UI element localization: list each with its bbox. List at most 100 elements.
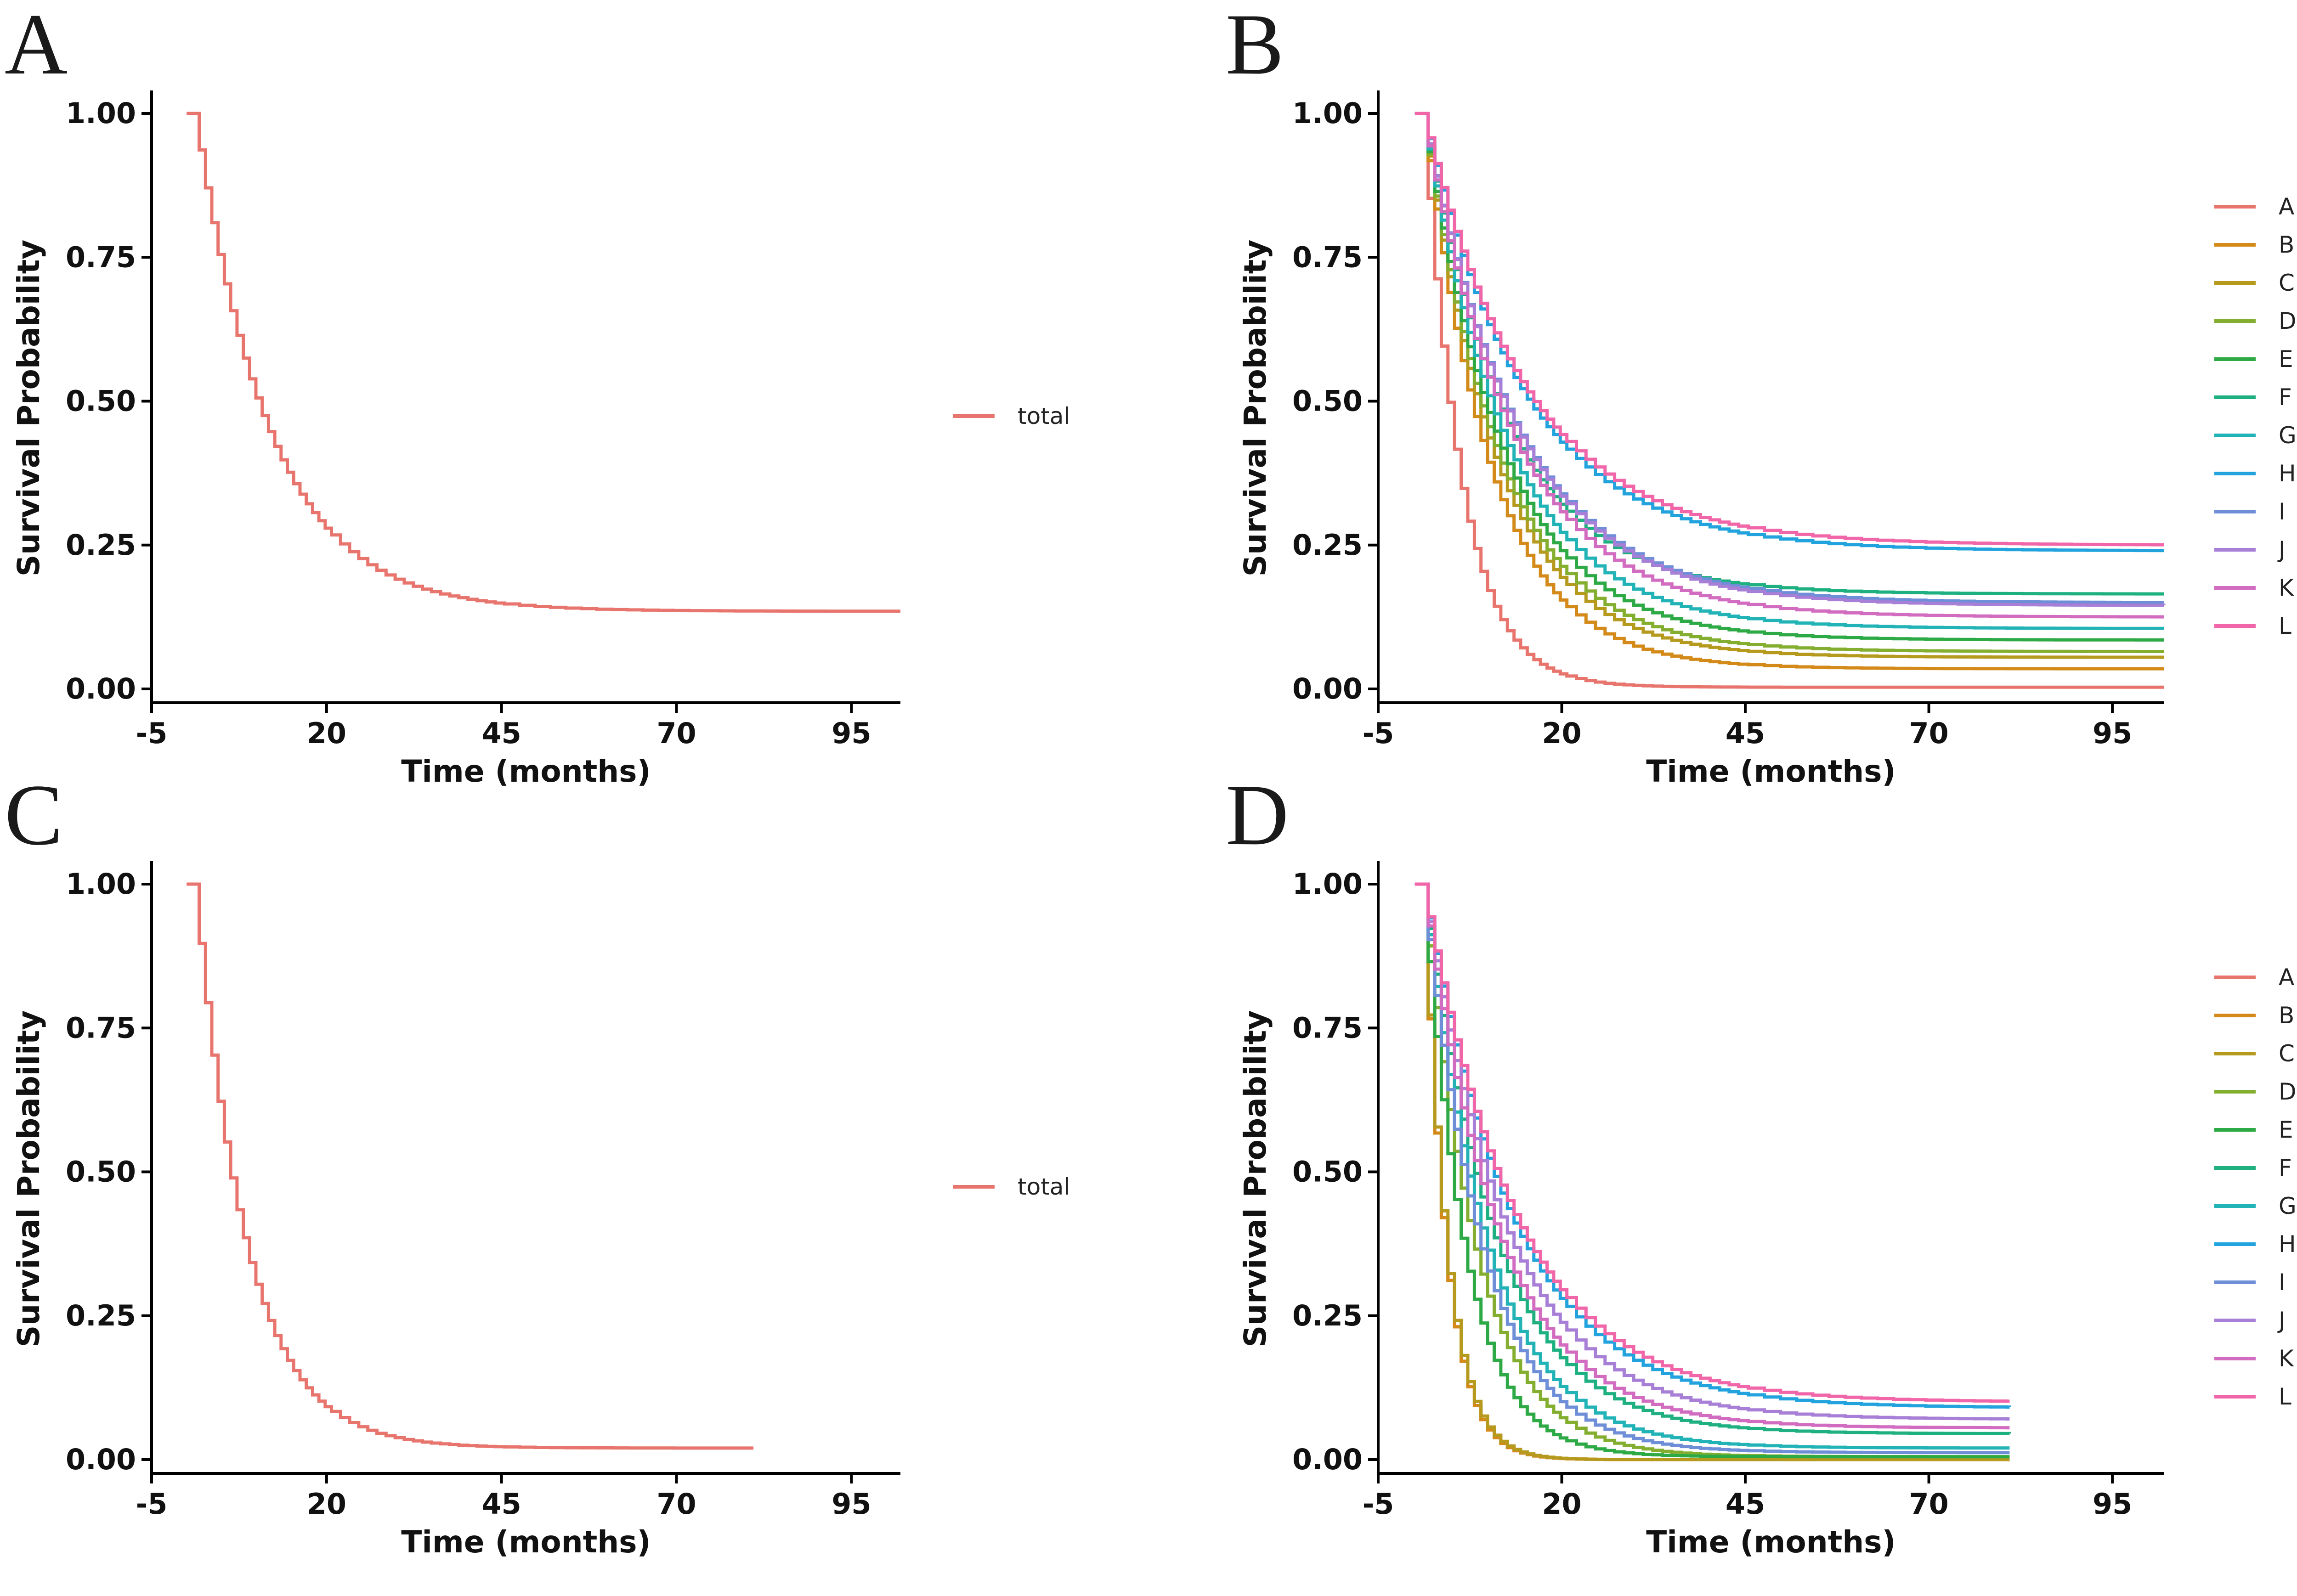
y-tick-label: 0.50 [1292, 1155, 1363, 1189]
series-line-e [1414, 112, 2164, 642]
y-tick-label: 1.00 [1292, 96, 1363, 130]
x-tick-label: 45 [1726, 716, 1765, 750]
x-tick-label: 45 [1726, 1487, 1765, 1521]
y-tick-label: 0.25 [66, 528, 136, 562]
series-line-k [1414, 882, 2010, 1430]
legend-label: F [2279, 1155, 2292, 1181]
legend-label: C [2279, 270, 2295, 296]
y-tick-label: 0.50 [66, 384, 136, 418]
legend-label: E [2279, 346, 2293, 372]
x-axis-title: Time (months) [401, 1524, 651, 1560]
legend-label: G [2279, 1193, 2297, 1219]
legend-label: C [2279, 1040, 2295, 1067]
y-tick-label: 0.00 [66, 1443, 136, 1476]
y-tick-label: 0.00 [66, 672, 136, 705]
y-tick-label: 0.75 [66, 240, 136, 274]
legend-label: H [2279, 1231, 2296, 1258]
y-tick-label: 0.50 [1292, 384, 1363, 418]
x-tick-label: 20 [307, 716, 346, 750]
series-line-l [1414, 882, 2010, 1403]
series-line-a [1414, 112, 2164, 689]
legend-label: J [2277, 536, 2286, 563]
x-tick-label: 95 [832, 1487, 871, 1521]
series-line-j [1414, 112, 2166, 607]
x-tick-label: 20 [1542, 716, 1581, 750]
series-line-l [1414, 112, 2164, 547]
x-tick-label: 70 [656, 1487, 696, 1521]
series-line-e [1414, 882, 2010, 1459]
y-tick-label: 1.00 [66, 867, 136, 901]
series-line-h [1414, 882, 2011, 1409]
legend-label: J [2277, 1307, 2286, 1334]
legend-label: L [2279, 613, 2291, 639]
series-line-k [1414, 112, 2164, 619]
x-tick-label: -5 [1363, 1487, 1394, 1521]
x-tick-label: 20 [307, 1487, 346, 1521]
legend-label: total [1018, 403, 1070, 429]
y-tick-label: 0.75 [1292, 1011, 1363, 1044]
x-tick-label: 45 [482, 1487, 521, 1521]
x-tick-label: 70 [1909, 716, 1948, 750]
series-line-g [1414, 882, 2010, 1450]
legend-label: K [2279, 575, 2294, 601]
y-tick-label: 0.25 [1292, 1299, 1363, 1332]
y-tick-label: 0.50 [66, 1155, 136, 1189]
legend-label: B [2279, 1002, 2294, 1029]
series-line-f [1414, 882, 2011, 1435]
y-tick-label: 0.75 [1292, 240, 1363, 274]
panel-letter: A [5, 0, 68, 93]
panel-d: D 0.00 0.25 0.50 0.75 1.00 -5 20 45 70 95 Time (mo… [1226, 767, 2297, 1560]
legend-label: B [2279, 231, 2294, 258]
x-tick-label: 95 [832, 716, 871, 750]
legend-label: D [2279, 1078, 2297, 1105]
x-axis-title: Time (months) [1646, 754, 1895, 789]
series-line-c [1414, 112, 2164, 659]
legend-label: A [2279, 193, 2294, 220]
series-line-d [1414, 112, 2164, 653]
panel-letter: B [1226, 0, 1284, 93]
series-line-total [187, 882, 754, 1450]
legend-label: H [2279, 460, 2296, 487]
series-line-d [1414, 882, 2010, 1459]
y-tick-label: 0.00 [1292, 1443, 1363, 1476]
x-tick-label: 95 [2093, 716, 2132, 750]
x-axis-title: Time (months) [1646, 1524, 1895, 1560]
legend-label: I [2279, 1269, 2286, 1296]
series-line-total [187, 112, 900, 613]
legend-label: total [1018, 1173, 1070, 1200]
panel-a: A 0.00 0.25 0.50 0.75 1.00 -5 20 45 70 95 Time (mo… [5, 0, 1070, 789]
y-axis-title: Survival Probability [1238, 1010, 1273, 1348]
series-line-j [1414, 882, 2010, 1421]
x-axis-title: Time (months) [401, 754, 651, 789]
series-line-b [1414, 112, 2164, 671]
panel-b: B 0.00 0.25 0.50 0.75 1.00 -5 20 45 70 95 Time (mo… [1226, 0, 2297, 789]
y-tick-label: 0.75 [66, 1011, 136, 1044]
y-tick-label: 1.00 [1292, 867, 1363, 901]
y-tick-label: 0.00 [1292, 672, 1363, 705]
legend-label: K [2279, 1345, 2294, 1372]
series-line-c [1414, 882, 2010, 1461]
y-tick-label: 0.25 [1292, 528, 1363, 562]
x-tick-label: -5 [136, 1487, 168, 1521]
legend-label: E [2279, 1117, 2293, 1143]
x-tick-label: 45 [482, 716, 521, 750]
legend-label: F [2279, 384, 2292, 411]
x-tick-label: 95 [2093, 1487, 2132, 1521]
panel-letter: D [1226, 767, 1289, 863]
x-tick-label: 20 [1542, 1487, 1581, 1521]
panel-letter: C [5, 767, 63, 863]
panel-c: C 0.00 0.25 0.50 0.75 1.00 -5 20 45 70 95 Time (mo… [5, 767, 1070, 1560]
x-tick-label: 70 [656, 716, 696, 750]
x-tick-label: -5 [1363, 716, 1394, 750]
series-line-i [1414, 882, 2010, 1455]
legend-label: D [2279, 308, 2297, 334]
y-tick-label: 0.25 [66, 1299, 136, 1332]
legend-label: G [2279, 422, 2297, 449]
legend-label: I [2279, 498, 2286, 525]
y-axis-title: Survival Probability [1238, 240, 1273, 577]
x-tick-label: 70 [1909, 1487, 1948, 1521]
legend-label: L [2279, 1383, 2291, 1410]
legend-label: A [2279, 964, 2294, 991]
y-axis-title: Survival Probability [11, 1010, 46, 1348]
